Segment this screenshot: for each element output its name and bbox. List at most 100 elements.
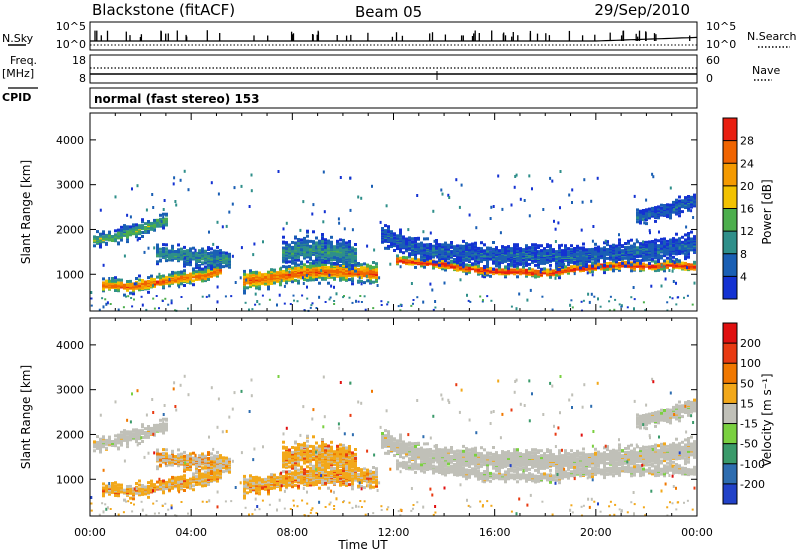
- power-cell: [162, 284, 165, 288]
- power-cell: [405, 242, 408, 246]
- power-cell: [546, 268, 549, 272]
- power-cell: [633, 262, 636, 266]
- power-cell: [138, 274, 141, 278]
- velocity-cell: [117, 436, 120, 440]
- power-cell: [147, 223, 150, 226]
- power-near: [644, 309, 647, 312]
- power-cell: [315, 266, 318, 270]
- velocity-cell: [135, 430, 138, 434]
- power-cell: [282, 265, 285, 269]
- velocity-cell: [132, 487, 135, 491]
- power-speck: [328, 273, 331, 277]
- power-cell: [678, 214, 681, 218]
- power-cell: [684, 238, 687, 242]
- power-cell: [510, 268, 513, 272]
- n-search-tick-bottom: 10^0: [706, 38, 736, 51]
- velocity-cell: [153, 429, 156, 433]
- power-cell: [159, 213, 162, 217]
- velocity-cell: [171, 463, 174, 467]
- power-cell: [441, 247, 444, 251]
- power-cell: [672, 255, 675, 259]
- power-near: [686, 294, 689, 297]
- power-speck: [160, 220, 163, 224]
- power-cell: [531, 258, 534, 262]
- power-cell: [366, 263, 369, 267]
- power-cell: [141, 282, 144, 285]
- power-cell: [282, 254, 285, 258]
- power-cell: [456, 266, 459, 270]
- power-cell: [435, 244, 438, 248]
- power-cell: [210, 247, 213, 251]
- power-near: [224, 295, 227, 298]
- power-cell: [414, 240, 417, 243]
- velocity-cell: [126, 445, 129, 449]
- power-cell: [516, 266, 519, 270]
- power-cell: [117, 288, 120, 292]
- power-cell: [480, 250, 483, 253]
- power-cell: [525, 246, 528, 250]
- power-speck: [489, 217, 492, 220]
- power-cell: [660, 254, 663, 258]
- power-cell: [648, 207, 651, 211]
- velocity-cell: [162, 422, 165, 426]
- power-cell: [501, 268, 504, 272]
- power-cell: [561, 249, 564, 253]
- power-cell: [606, 267, 609, 271]
- power-cell: [597, 249, 600, 253]
- power-near: [669, 296, 671, 299]
- power-cell: [297, 258, 300, 262]
- power-cell: [585, 248, 588, 252]
- power-cell: [534, 269, 537, 273]
- power-cell: [648, 264, 651, 268]
- power-cell: [534, 252, 537, 255]
- power-cell: [681, 251, 684, 255]
- power-cell: [444, 241, 447, 245]
- power-speck: [389, 262, 392, 266]
- power-cell: [345, 262, 348, 266]
- n-sky-spikes: [94, 30, 691, 41]
- power-cell: [639, 244, 642, 248]
- power-cell: [633, 245, 636, 249]
- power-cell: [543, 254, 546, 257]
- power-speck: [376, 284, 379, 287]
- y-tick-label: 3000: [56, 179, 84, 192]
- power-cell: [399, 249, 402, 253]
- power-cell: [690, 195, 693, 199]
- power-cell: [318, 273, 321, 277]
- colorbar-swatch: [723, 253, 737, 277]
- power-cell: [606, 248, 609, 251]
- power-cell: [666, 211, 669, 215]
- power-speck: [136, 184, 139, 188]
- power-cell: [585, 253, 588, 257]
- power-cell: [558, 258, 561, 262]
- velocity-cell: [153, 483, 156, 487]
- power-cell: [576, 264, 579, 268]
- velocity-cell: [132, 492, 135, 496]
- power-cell: [648, 262, 651, 266]
- velocity-cell: [120, 435, 123, 439]
- power-cell: [288, 243, 291, 247]
- power-cell: [483, 258, 486, 262]
- power-speck: [302, 282, 305, 285]
- power-cell: [123, 229, 126, 232]
- power-cell: [546, 251, 549, 255]
- power-near: [315, 307, 318, 309]
- power-cell: [312, 266, 315, 270]
- power-cell: [639, 209, 642, 213]
- power-near: [432, 308, 435, 311]
- power-cell: [693, 249, 696, 253]
- power-cell: [567, 258, 570, 262]
- power-cell: [186, 251, 189, 255]
- power-cell: [639, 269, 642, 273]
- velocity-cell: [105, 484, 108, 488]
- power-cell: [405, 256, 408, 260]
- power-speck: [692, 216, 695, 219]
- power-cell: [513, 249, 516, 253]
- power-cell: [288, 267, 291, 270]
- power-cell: [312, 240, 315, 244]
- power-cell: [177, 279, 180, 283]
- power-near: [613, 308, 616, 311]
- power-cell: [339, 271, 342, 275]
- power-cell: [150, 277, 153, 281]
- power-cell: [639, 220, 642, 224]
